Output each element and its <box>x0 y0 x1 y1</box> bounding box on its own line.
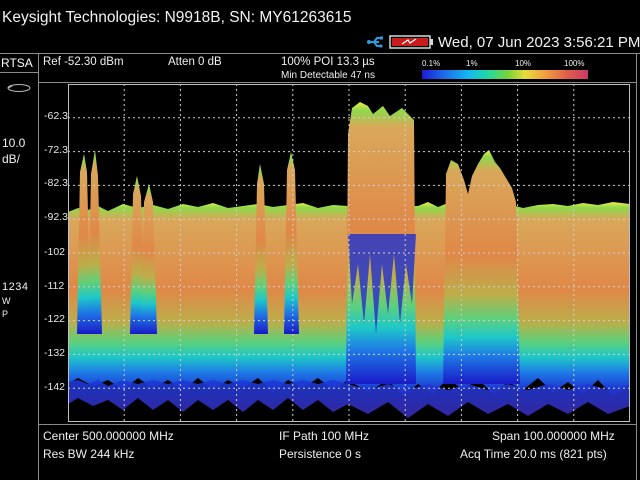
window-title: Keysight Technologies: N9918B, SN: MY612… <box>2 9 352 26</box>
status-icons <box>366 33 434 51</box>
y-axis-label: -102 <box>44 246 66 258</box>
left-panel-divider <box>38 54 39 480</box>
signal-spike <box>254 164 268 334</box>
signal-spike <box>88 150 102 334</box>
persistence-colorbar <box>422 70 588 79</box>
mode-underline <box>0 72 38 73</box>
res-bw[interactable]: Res BW 244 kHz <box>43 447 135 461</box>
signal-spike <box>77 154 91 334</box>
trace-numbers[interactable]: 1234 <box>2 281 29 293</box>
spectrum-display[interactable] <box>68 84 630 422</box>
scale-unit: dB/ <box>2 152 21 166</box>
graticule-border <box>68 84 630 422</box>
wideband-noise-skirt <box>348 234 416 334</box>
span[interactable]: Span 100.000000 MHz <box>492 429 615 443</box>
y-axis-label: -82.3 <box>44 177 68 189</box>
y-axis-label: -122 <box>44 313 66 325</box>
signal-cluster <box>443 150 520 384</box>
center-frequency[interactable]: Center 500.000000 MHz <box>43 429 174 443</box>
trace-mode-2: P <box>2 309 9 319</box>
usb-icon <box>367 36 383 48</box>
y-axis-label: -72.3 <box>44 144 68 156</box>
trace-mode-1: W <box>2 296 11 306</box>
battery-icon <box>389 35 433 49</box>
min-detectable: Min Detectable 47 ns <box>281 70 375 81</box>
scale-label-3: 100% <box>564 59 585 68</box>
y-axis-label: -142 <box>44 381 66 393</box>
signal-spike <box>284 152 299 334</box>
footer-top-border <box>38 424 636 425</box>
if-path[interactable]: IF Path 100 MHz <box>279 429 370 443</box>
header-bottom-border <box>38 82 636 83</box>
y-axis-label: -132 <box>44 347 66 359</box>
persistence[interactable]: Persistence 0 s <box>279 447 362 461</box>
scale-label-2: 10% <box>515 59 532 68</box>
scale-label-1: 1% <box>466 59 478 68</box>
y-axis-label: -62.3 <box>44 110 68 122</box>
datetime: Wed, 07 Jun 2023 3:56:21 PM <box>438 34 640 51</box>
right-border <box>636 54 637 480</box>
acq-time[interactable]: Acq Time 20.0 ms (821 pts) <box>460 447 607 461</box>
poi-value: 100% POI 13.3 µs <box>281 56 375 68</box>
attenuation[interactable]: Atten 0 dB <box>168 56 222 68</box>
scale-label-0: 0.1% <box>422 59 441 68</box>
y-axis-label: -112 <box>44 280 65 292</box>
scale-value[interactable]: 10.0 <box>2 136 26 150</box>
header-top-border <box>0 53 640 54</box>
ref-level[interactable]: Ref -52.30 dBm <box>43 56 124 68</box>
sweep-icon[interactable] <box>5 82 33 94</box>
signal-spike <box>140 184 157 334</box>
grid-lines <box>68 84 630 422</box>
y-axis-label: -92.3 <box>44 211 68 223</box>
mode-label[interactable]: RTSA <box>1 56 33 70</box>
